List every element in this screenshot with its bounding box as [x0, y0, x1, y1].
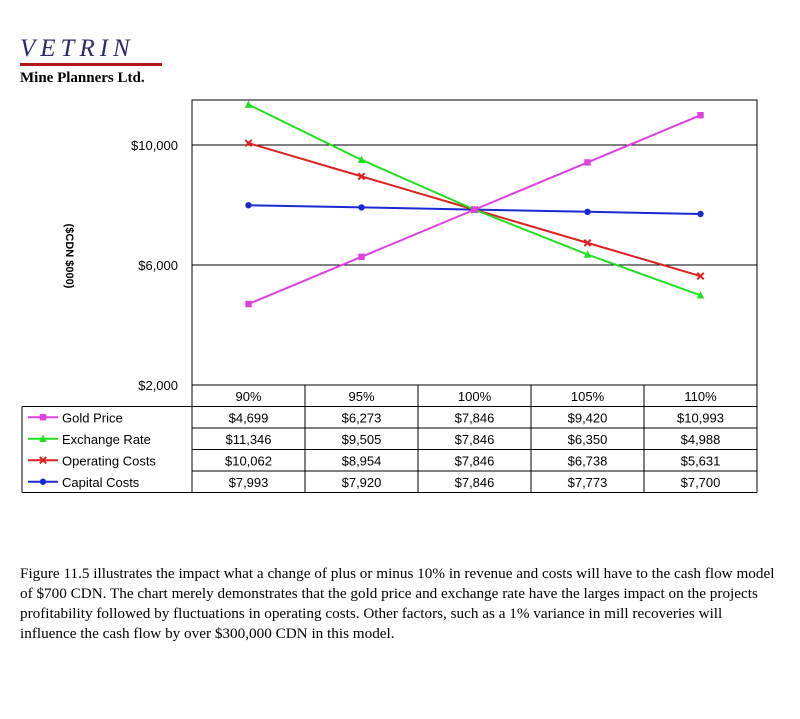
table-value: $9,420: [568, 410, 608, 425]
figure-caption: Figure 11.5 illustrates the impact what …: [20, 565, 775, 642]
table-value: $7,846: [455, 475, 495, 490]
logo-subtitle: Mine Planners Ltd.: [20, 70, 145, 86]
table-value: $4,988: [681, 432, 721, 447]
table-value: $5,631: [681, 453, 721, 468]
category-label: 100%: [458, 389, 492, 404]
data-point: [244, 100, 253, 108]
legend-label: Operating Costs: [62, 453, 156, 468]
table-value: $6,738: [568, 453, 608, 468]
data-point: [358, 253, 365, 261]
data-point: [697, 210, 704, 218]
y-tick-label: $6,000: [138, 258, 178, 273]
table-value: $6,350: [568, 432, 608, 447]
category-label: 95%: [348, 389, 374, 404]
table-value: $6,273: [342, 410, 382, 425]
data-point: [358, 204, 365, 211]
category-label: 90%: [235, 389, 261, 404]
table-value: $7,700: [681, 475, 721, 490]
table-value: $10,062: [225, 453, 272, 468]
data-point: [583, 250, 592, 258]
logo-name: VETRIN: [20, 35, 135, 62]
table-value: $9,505: [342, 432, 382, 447]
table-value: $10,993: [677, 410, 724, 425]
data-point: [244, 139, 253, 148]
data-point: [697, 112, 704, 119]
legend-label: Capital Costs: [62, 475, 140, 490]
data-point: [471, 206, 478, 213]
data-point: [584, 159, 591, 166]
legend-label: Gold Price: [62, 410, 123, 425]
table-value: $7,773: [568, 475, 608, 490]
data-point: [357, 172, 366, 181]
plot-area: [191, 99, 758, 386]
data-point: [583, 238, 592, 247]
table-value: $4,699: [229, 410, 269, 425]
table-value: $7,846: [455, 432, 495, 447]
table-value: $7,920: [342, 475, 382, 490]
data-point: [245, 300, 252, 308]
category-label: 105%: [571, 389, 605, 404]
data-point: [584, 208, 591, 216]
y-axis-label: ($CDN $000): [63, 224, 75, 289]
table-value: $8,954: [342, 453, 382, 468]
series-line: [248, 103, 701, 297]
table-value: $7,846: [455, 453, 495, 468]
table-value: $7,993: [229, 475, 269, 490]
data-point: [39, 456, 47, 465]
data-point: [245, 202, 252, 209]
table-value: $7,846: [455, 410, 495, 425]
data-point: [696, 291, 705, 299]
data-point: [39, 478, 47, 485]
legend-label: Exchange Rate: [62, 432, 151, 447]
data-point: [39, 414, 47, 421]
company-logo: VETRIN Mine Planners Ltd.: [20, 36, 162, 87]
y-tick-label: $10,000: [131, 138, 178, 153]
y-tick-label: $2,000: [138, 378, 178, 393]
data-point: [357, 155, 366, 164]
table-value: $11,346: [225, 432, 271, 447]
sensitivity-chart: $2,000 $6,000 $10,000 ($CDN $000) 90% 95% 100%…: [21, 99, 758, 493]
category-label: 110%: [684, 389, 717, 404]
logo-underline: [20, 63, 162, 66]
data-point: [39, 434, 47, 442]
data-point: [696, 272, 705, 280]
